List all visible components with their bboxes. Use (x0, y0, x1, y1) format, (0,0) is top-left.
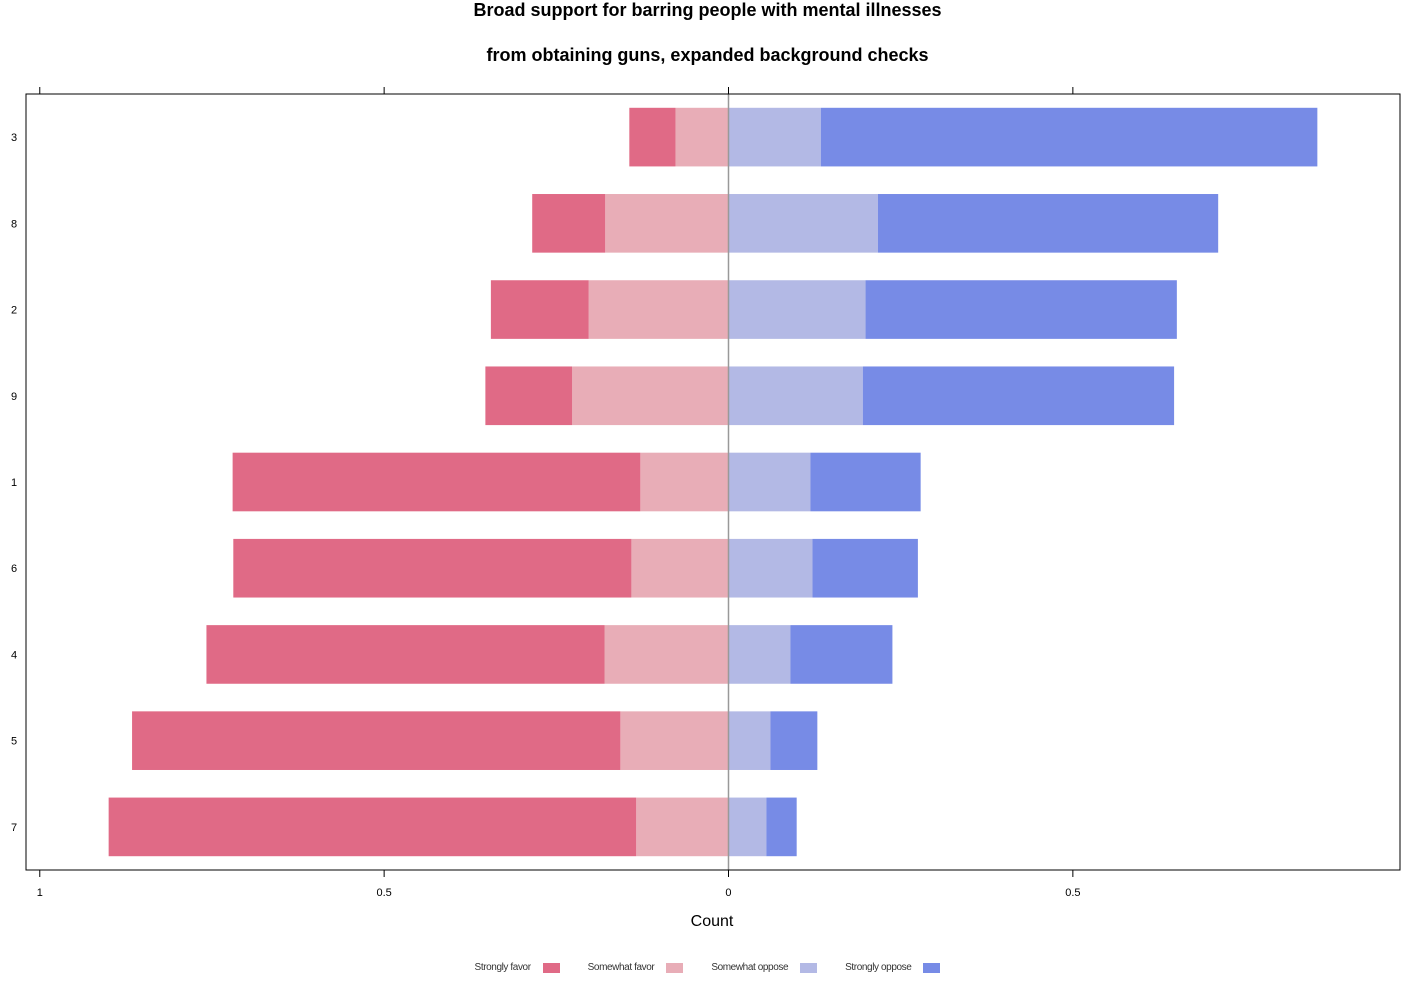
bar-segment (728, 797, 767, 857)
chart-subtitle: from obtaining guns, expanded background… (486, 45, 929, 65)
y-tick-label: 7 (11, 822, 17, 834)
legend-label: Strongly favor (474, 962, 532, 973)
bar-segment (620, 711, 729, 770)
legend: Strongly favor Somewhat favor Somewhat o… (0, 962, 1415, 973)
legend-swatch (800, 962, 818, 973)
bar-segment (206, 625, 605, 684)
bar-segment (132, 711, 621, 770)
bar-segment (877, 194, 1219, 253)
y-tick-label: 4 (11, 649, 17, 661)
plot-frame (25, 93, 1401, 871)
x-tick-label: 0 (725, 887, 731, 899)
legend-item: Somewhat oppose (711, 962, 818, 973)
legend-item: Strongly favor (475, 962, 560, 973)
bar-segment (605, 194, 729, 253)
x-tick-label: 0.5 (1065, 887, 1080, 899)
bar-segment (728, 452, 811, 512)
bar-segment (631, 538, 729, 598)
chart-title: Broad support for barring people with me… (473, 0, 942, 20)
legend-swatch (542, 962, 560, 973)
legend-label: Strongly oppose (845, 962, 912, 973)
bar-segment (572, 366, 729, 426)
bar-segment (812, 538, 918, 598)
x-tick-label: 1 (37, 887, 43, 899)
bar-segment (233, 538, 632, 598)
bar-segment (728, 711, 771, 770)
legend-item: Somewhat favor (588, 962, 684, 973)
bar-segment (820, 107, 1318, 167)
bar-segment (770, 711, 818, 770)
bar-segment (629, 107, 676, 167)
y-tick-label: 6 (11, 563, 17, 575)
bar-segment (862, 366, 1175, 426)
bar-segment (636, 797, 729, 857)
bar-segment (232, 452, 641, 512)
bar-segment (766, 797, 797, 857)
x-axis-label: Count (691, 913, 734, 930)
bar-segment (604, 625, 729, 684)
bar-segment (728, 194, 878, 253)
bar-segment (810, 452, 921, 512)
bar-segment (728, 280, 866, 339)
bar-segment (728, 366, 863, 426)
legend-swatch (923, 962, 941, 973)
y-tick-label: 1 (11, 477, 17, 489)
y-tick-label: 3 (11, 132, 17, 144)
y-tick-label: 8 (11, 218, 17, 230)
bar-segment (675, 107, 729, 167)
bar-segment (588, 280, 729, 339)
legend-swatch (666, 962, 684, 973)
bar-segment (865, 280, 1177, 339)
bar-segment (490, 280, 589, 339)
x-tick-label: 0.5 (376, 887, 391, 899)
y-tick-label: 5 (11, 736, 17, 748)
bar-segment (728, 625, 791, 684)
bar-segment (640, 452, 729, 512)
y-tick-label: 9 (11, 391, 17, 403)
bar-segment (532, 194, 606, 253)
bar-segment (108, 797, 637, 857)
bar-segment (790, 625, 893, 684)
bar-segment (728, 107, 821, 167)
legend-label: Somewhat favor (587, 962, 655, 973)
y-tick-label: 2 (11, 305, 17, 317)
legend-item: Strongly oppose (845, 962, 941, 973)
bar-segment (485, 366, 573, 426)
legend-label: Somewhat oppose (711, 962, 789, 973)
bar-segment (728, 538, 813, 598)
